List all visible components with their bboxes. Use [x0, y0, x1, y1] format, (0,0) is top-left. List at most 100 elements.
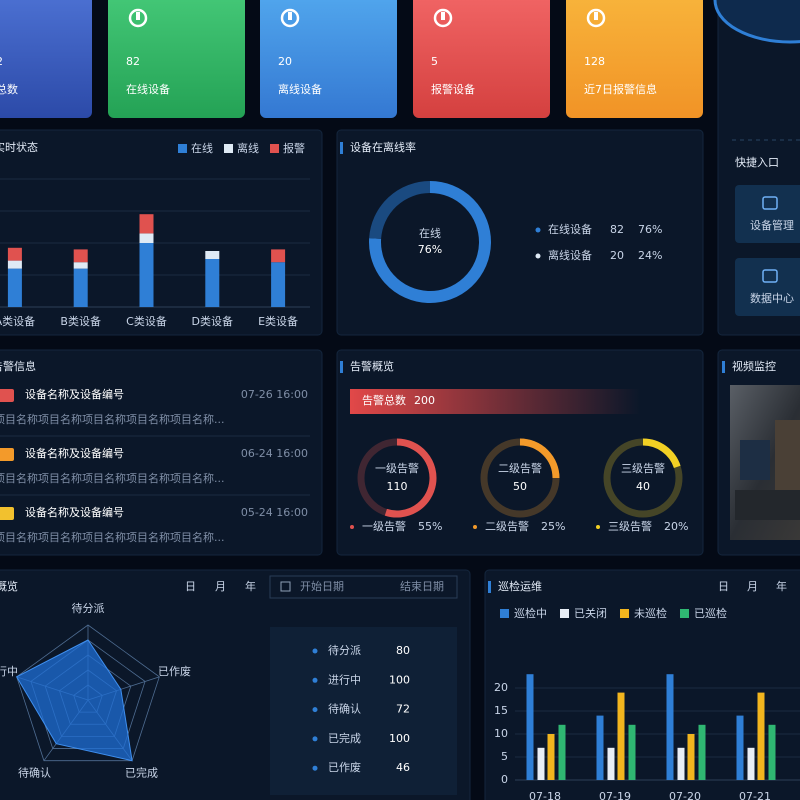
list-dot — [312, 736, 318, 742]
card-icon — [594, 12, 598, 20]
list-value: 100 — [389, 673, 410, 686]
list-dot — [312, 677, 318, 683]
date-end: 结束日期 — [400, 580, 444, 593]
y-tick-label: 10 — [494, 727, 508, 740]
legend-percent: 20% — [664, 520, 688, 533]
bar — [628, 724, 636, 780]
bar-segment — [271, 262, 286, 307]
panel-title: 巡检运维 — [498, 579, 542, 593]
list-label: 已完成 — [328, 731, 361, 745]
tab[interactable]: 日 — [185, 580, 196, 593]
quick-entry-button[interactable] — [735, 258, 800, 316]
video-detail — [775, 420, 800, 490]
card-icon — [586, 8, 606, 28]
list-label: 待确认 — [328, 702, 361, 716]
card-value: 82 — [126, 55, 140, 68]
legend-dot — [350, 525, 354, 529]
legend-label: 在线 — [191, 141, 213, 155]
legend-percent: 24% — [638, 249, 662, 262]
title-marker — [488, 581, 491, 593]
legend-label: 一级告警 — [362, 519, 406, 533]
alarm-item-time: 05-24 16:00 — [241, 506, 308, 519]
legend-label: 未巡检 — [634, 606, 667, 620]
card-icon — [433, 8, 453, 28]
tab[interactable]: 日 — [718, 580, 729, 593]
quick-entry-label: 数据中心 — [750, 291, 794, 305]
alarm-item-title: 设备名称及设备编号 — [25, 505, 124, 519]
list-value: 80 — [396, 644, 410, 657]
quick-entry-button[interactable] — [735, 185, 800, 243]
decor-circle — [713, 0, 800, 44]
tab[interactable]: 年 — [776, 579, 787, 593]
x-tick-label: C类设备 — [126, 314, 167, 328]
tab[interactable]: 年 — [245, 579, 256, 593]
x-tick-label: D类设备 — [192, 314, 233, 328]
list-label: 已作废 — [328, 760, 361, 774]
title-marker — [340, 361, 343, 373]
legend-dot — [473, 525, 477, 529]
stat-card — [413, 0, 550, 118]
tab[interactable]: 月 — [215, 580, 226, 593]
gauge-value: 110 — [387, 480, 408, 493]
stat-card — [0, 0, 92, 118]
bar — [747, 747, 755, 780]
x-tick-label: 07-20 — [669, 790, 701, 800]
date-start: 开始日期 — [300, 579, 344, 593]
legend-label: 三级告警 — [608, 519, 652, 533]
legend-swatch — [620, 609, 629, 618]
gauge-arc — [384, 438, 437, 518]
alarm-item-title: 设备名称及设备编号 — [25, 387, 124, 401]
panel-title: 视频监控 — [732, 359, 776, 373]
bar-segment — [271, 249, 286, 263]
card-icon — [441, 12, 445, 20]
list-dot — [312, 707, 318, 713]
bar — [666, 674, 674, 780]
donut-center-label: 在线 — [419, 226, 441, 240]
alarm-item-desc: 项目名称项目名称项目名称项目名称项目名称... — [0, 530, 225, 544]
bar — [736, 715, 744, 780]
panel — [0, 349, 323, 556]
video-detail — [740, 440, 770, 480]
donut-center-value: 76% — [418, 243, 442, 256]
legend-swatch — [178, 144, 187, 153]
bar-segment — [7, 260, 22, 269]
bar — [757, 692, 765, 780]
bar-segment — [7, 268, 22, 307]
radar-label: 进行中 — [0, 665, 18, 678]
alarm-total-label: 告警总数 — [362, 393, 406, 407]
y-tick-label: 15 — [494, 704, 508, 717]
panel — [717, 0, 800, 336]
x-tick-label: A类设备 — [0, 314, 35, 328]
radar-label: 待分派 — [72, 601, 105, 615]
legend-dot — [535, 227, 541, 233]
alarm-tag — [0, 389, 14, 402]
quick-entry-label: 设备管理 — [750, 218, 794, 232]
legend-label: 已关闭 — [574, 606, 607, 620]
date-range-box[interactable] — [269, 575, 458, 599]
video-detail — [735, 490, 800, 520]
button-icon — [762, 196, 778, 210]
list-value: 72 — [396, 703, 410, 716]
panel-title: 设备在离线率 — [350, 140, 416, 154]
legend-swatch — [224, 144, 233, 153]
stat-card — [108, 0, 245, 118]
y-tick-label: 0 — [501, 773, 508, 786]
y-tick-label: 5 — [501, 750, 508, 763]
radar-area — [15, 639, 133, 762]
bar — [558, 724, 566, 780]
alarm-tag — [0, 507, 14, 520]
stat-card — [566, 0, 703, 118]
x-tick-label: 07-21 — [739, 790, 771, 800]
legend-swatch — [560, 609, 569, 618]
tab[interactable]: 月 — [747, 580, 758, 593]
legend-swatch — [500, 609, 509, 618]
alarm-total-value: 200 — [414, 394, 435, 407]
bar-segment — [73, 262, 88, 269]
y-tick-label: 20 — [494, 681, 508, 694]
quick-entry-title: 快捷入口 — [735, 155, 779, 169]
card-value: 128 — [584, 55, 605, 68]
bar-segment — [139, 243, 154, 307]
radar-label: 待确认 — [18, 766, 51, 780]
gauge-value: 50 — [513, 480, 527, 493]
bar — [526, 674, 534, 780]
